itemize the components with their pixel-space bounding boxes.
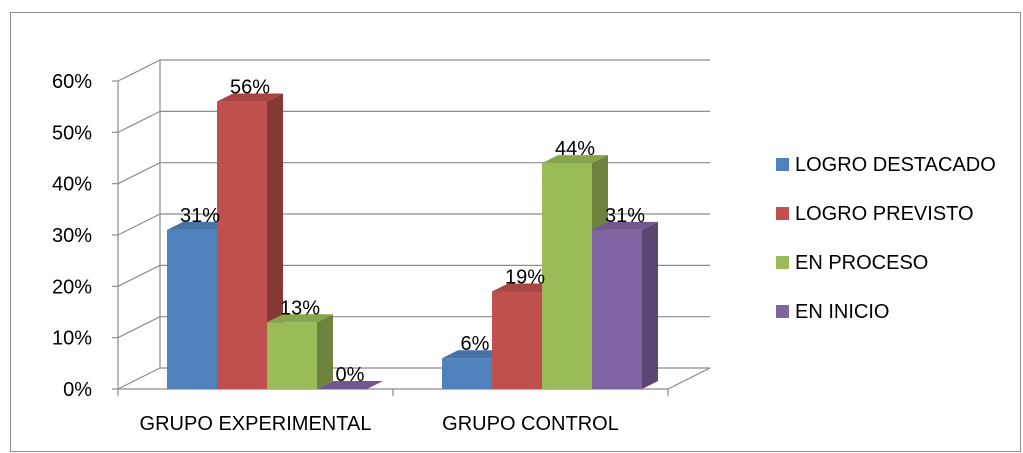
bar-top — [442, 350, 508, 359]
side-gridline — [117, 213, 161, 236]
data-label: 6% — [461, 333, 490, 355]
data-label: 19% — [505, 266, 545, 288]
bars — [167, 93, 658, 389]
side-gridline — [117, 264, 161, 287]
data-label: 0% — [336, 364, 365, 386]
legend-swatch — [776, 305, 789, 318]
side-gridline — [117, 162, 161, 185]
data-label: 13% — [280, 297, 320, 319]
y-tick-label: 20% — [52, 276, 92, 298]
bar-side — [267, 93, 283, 389]
side-gridline — [117, 59, 161, 82]
legend-label: LOGRO PREVISTO — [795, 203, 974, 225]
bar-front — [217, 101, 267, 389]
y-tick-label: 30% — [52, 225, 92, 247]
bar-front — [492, 291, 542, 389]
legend-swatch — [776, 256, 789, 269]
category-label: GRUPO CONTROL — [442, 413, 619, 435]
legend-label: EN PROCESO — [795, 252, 928, 274]
bar-front — [167, 229, 217, 389]
bar-front — [442, 358, 492, 389]
category-label: GRUPO EXPERIMENTAL — [140, 413, 372, 435]
legend-label: EN INICIO — [795, 301, 889, 323]
legend: LOGRO DESTACADO LOGRO PREVISTO EN PROCESO E… — [776, 154, 996, 323]
y-tick-label: 50% — [52, 122, 92, 144]
y-tick-label: 0% — [63, 379, 92, 401]
side-gridline — [117, 367, 161, 390]
bar-front — [542, 163, 592, 389]
legend-swatch — [776, 207, 789, 220]
bar-side — [642, 221, 658, 389]
bar-top — [492, 283, 558, 292]
axes: 0% 10% 20% 30% 40% 50% 60% GRUPO EXPERIMENTAL GR… — [52, 71, 711, 435]
bar-top — [267, 314, 333, 323]
bar-top — [167, 221, 233, 230]
data-label: 44% — [555, 138, 595, 160]
y-tick-label: 60% — [52, 71, 92, 93]
data-label: 56% — [230, 77, 270, 99]
side-gridline — [117, 110, 161, 133]
data-labels: 31% 56% 13% 0% 6% 19% 44% 31% — [180, 77, 645, 386]
bar-top — [317, 381, 383, 389]
data-label: 31% — [605, 205, 645, 227]
legend-label: LOGRO DESTACADO — [795, 154, 996, 176]
bar-front — [267, 322, 317, 389]
legend-swatch — [776, 158, 789, 171]
bar-top — [592, 221, 658, 230]
bar-top — [217, 93, 283, 102]
bar-top — [542, 155, 608, 164]
side-gridline — [117, 316, 161, 339]
floor-right-edge — [667, 367, 711, 390]
data-label: 31% — [180, 205, 220, 227]
bar-front — [592, 229, 642, 389]
y-tick-label: 40% — [52, 174, 92, 196]
y-tick-label: 10% — [52, 328, 92, 350]
bar-side — [317, 314, 333, 389]
